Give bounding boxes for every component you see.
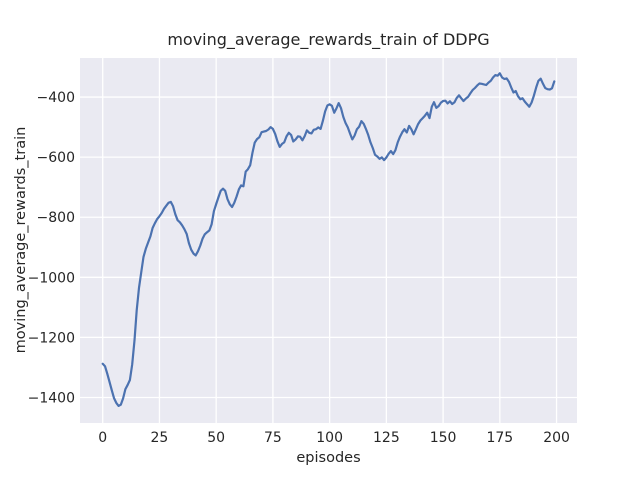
- chart-title: moving_average_rewards_train of DDPG: [167, 30, 490, 49]
- x-tick-label: 200: [543, 430, 570, 446]
- x-tick-label: 175: [486, 430, 513, 446]
- y-tick-label: −800: [37, 210, 75, 226]
- y-tick-label: −1200: [28, 330, 75, 346]
- series-line: [101, 72, 556, 407]
- y-tick-label: −1000: [28, 270, 75, 286]
- y-tick-label: −600: [37, 150, 75, 166]
- plot-background: [80, 58, 577, 423]
- x-tick-label: 0: [98, 430, 107, 446]
- x-tick-label: 125: [373, 430, 400, 446]
- y-tick-label: −400: [37, 90, 75, 106]
- x-tick-label: 50: [207, 430, 225, 446]
- x-tick-label: 100: [316, 430, 343, 446]
- y-tick-label: −1400: [28, 390, 75, 406]
- x-tick-label: 25: [151, 430, 169, 446]
- x-axis-label: episodes: [296, 450, 361, 466]
- x-tick-label: 150: [430, 430, 457, 446]
- x-tick-label: 75: [264, 430, 282, 446]
- y-axis-label: moving_average_rewards_train: [13, 126, 29, 354]
